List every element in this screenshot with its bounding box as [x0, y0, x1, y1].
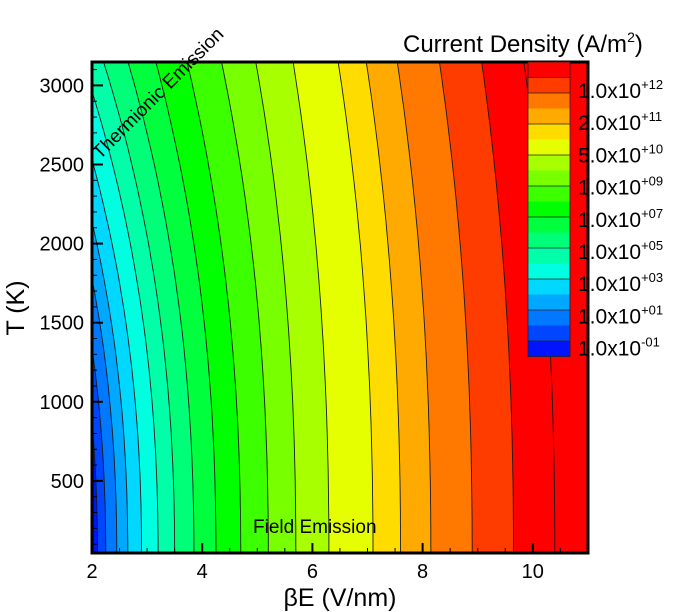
y-axis-title: T (K): [2, 280, 30, 335]
colorbar-band: [528, 77, 570, 94]
contour-bands: [92, 62, 588, 553]
colorbar-band: [528, 217, 570, 233]
colorbar-band: [528, 232, 570, 249]
colorbar: 1.0x10+12 2.0x10+11 5.0x10+10 1.0x10+09 1.0x…: [527, 61, 663, 361]
colorbar-band: [528, 279, 570, 295]
colorbar-label: 1.0x10+03: [578, 270, 663, 296]
colorbar-title: Current Density (A/m2): [403, 29, 643, 58]
y-tick-label: 1500: [40, 313, 85, 335]
y-tick-label: 500: [51, 471, 84, 493]
y-tick-label: 2000: [40, 234, 85, 256]
colorbar-band: [528, 108, 570, 125]
colorbar-label: 2.0x10+11: [578, 109, 662, 135]
colorbar-band: [528, 62, 570, 78]
colorbar-label: 5.0x10+10: [578, 141, 663, 167]
x-tick-label: 10: [522, 561, 544, 583]
colorbar-band: [528, 310, 570, 326]
colorbar-band: [528, 201, 570, 218]
colorbar-band: [528, 170, 570, 187]
colorbar-band: [528, 263, 570, 280]
y-tick-label: 3000: [40, 75, 85, 97]
colorbar-band: [528, 186, 570, 202]
x-axis: 2 4 6 8 10: [86, 543, 589, 583]
colorbar-band: [528, 248, 570, 264]
colorbar-label: 1.0x10+07: [578, 206, 663, 232]
colorbar-band: [528, 294, 570, 311]
colorbar-band: [528, 155, 570, 171]
annotation-field: Field Emission: [253, 517, 377, 538]
colorbar-label: 1.0x10+12: [578, 77, 663, 103]
colorbar-label: 1.0x10+09: [578, 174, 663, 200]
colorbar-band: [528, 325, 570, 342]
colorbar-band: [528, 139, 570, 156]
x-axis-title: βE (V/nm): [283, 584, 396, 612]
colorbar-label: 1.0x10-01: [578, 335, 660, 361]
y-tick-label: 2500: [40, 155, 85, 177]
colorbar-band: [528, 124, 570, 140]
y-tick-label: 1000: [40, 392, 85, 414]
x-tick-label: 8: [417, 561, 428, 583]
colorbar-band: [528, 93, 570, 109]
x-tick-label: 4: [197, 561, 208, 583]
colorbar-label: 1.0x10+01: [578, 302, 663, 328]
x-tick-label: 2: [86, 561, 97, 583]
colorbar-label: 1.0x10+05: [578, 238, 663, 264]
x-tick-label: 6: [307, 561, 318, 583]
colorbar-band: [528, 341, 570, 357]
y-axis: 500 1000 1500 2000 2500 3000: [40, 69, 103, 545]
